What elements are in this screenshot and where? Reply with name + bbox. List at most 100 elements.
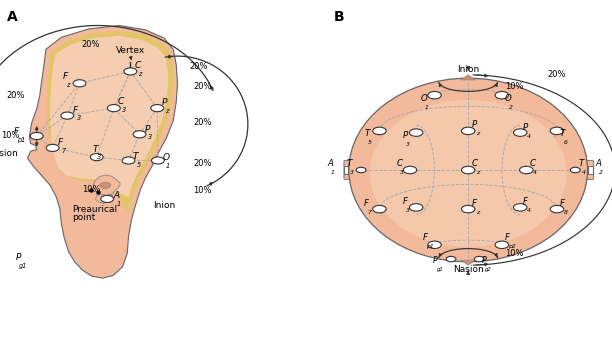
Text: F: F — [58, 138, 63, 147]
Text: P: P — [433, 256, 438, 265]
Text: z: z — [476, 209, 479, 215]
Text: 3: 3 — [406, 142, 410, 147]
Circle shape — [474, 256, 484, 262]
Text: Nasion: Nasion — [0, 149, 18, 158]
Text: 3: 3 — [350, 170, 354, 175]
Text: F: F — [62, 72, 67, 81]
Text: 4: 4 — [582, 170, 586, 175]
Circle shape — [151, 104, 163, 112]
Circle shape — [550, 205, 564, 213]
Text: 10%: 10% — [1, 132, 20, 140]
Polygon shape — [95, 194, 112, 203]
Text: F: F — [504, 233, 509, 242]
Text: p1: p1 — [426, 244, 434, 249]
Text: 2: 2 — [599, 170, 603, 175]
Text: 3: 3 — [76, 115, 81, 121]
Text: g2: g2 — [485, 267, 492, 272]
Text: C: C — [529, 159, 536, 168]
Text: F: F — [403, 197, 408, 206]
Text: z: z — [476, 131, 479, 136]
Polygon shape — [93, 175, 120, 195]
Circle shape — [108, 104, 120, 112]
Text: 20%: 20% — [81, 40, 100, 49]
Text: 6: 6 — [564, 140, 567, 145]
Circle shape — [495, 91, 509, 99]
Ellipse shape — [370, 100, 567, 247]
Text: 5: 5 — [368, 140, 371, 145]
Text: 20%: 20% — [190, 62, 208, 71]
Text: z: z — [476, 170, 479, 175]
Circle shape — [152, 157, 164, 164]
Text: 20%: 20% — [193, 159, 212, 168]
Text: F: F — [523, 197, 528, 206]
Polygon shape — [50, 36, 168, 197]
Text: B: B — [334, 10, 344, 24]
Text: 10%: 10% — [193, 186, 212, 195]
Circle shape — [409, 204, 423, 211]
Text: A: A — [327, 159, 334, 168]
Circle shape — [409, 129, 423, 136]
Text: C: C — [472, 159, 478, 168]
Text: T: T — [578, 159, 584, 168]
Text: 3: 3 — [400, 170, 404, 175]
Text: 5: 5 — [136, 162, 141, 168]
Text: Nasion: Nasion — [453, 265, 483, 274]
Text: 7: 7 — [62, 148, 66, 154]
Text: T: T — [133, 152, 138, 161]
Circle shape — [124, 68, 136, 75]
Text: 20%: 20% — [193, 82, 212, 91]
Text: F: F — [422, 233, 427, 242]
Text: z: z — [138, 71, 142, 77]
Polygon shape — [461, 75, 476, 80]
Text: P: P — [403, 131, 408, 140]
Text: T: T — [93, 145, 99, 154]
Text: C: C — [118, 98, 124, 106]
Circle shape — [90, 154, 103, 160]
Circle shape — [446, 256, 456, 262]
Circle shape — [428, 241, 441, 249]
Text: F: F — [73, 106, 78, 115]
Text: 3: 3 — [406, 207, 410, 212]
Text: z: z — [66, 82, 70, 88]
Text: 1: 1 — [117, 201, 121, 207]
Text: P: P — [482, 256, 487, 265]
Text: P: P — [144, 125, 150, 134]
Text: g1: g1 — [19, 262, 27, 269]
Text: 1: 1 — [166, 163, 170, 169]
Text: A: A — [113, 191, 119, 200]
Text: C: C — [397, 159, 403, 168]
Text: 10%: 10% — [505, 82, 523, 91]
Text: 3: 3 — [148, 134, 152, 140]
Text: 3: 3 — [97, 154, 101, 160]
Text: P: P — [472, 120, 477, 129]
Text: Vertex: Vertex — [116, 46, 145, 55]
Circle shape — [570, 167, 580, 173]
FancyBboxPatch shape — [583, 160, 594, 180]
Text: 3: 3 — [122, 107, 126, 113]
Text: z: z — [165, 108, 169, 114]
Circle shape — [373, 205, 386, 213]
Text: C: C — [135, 61, 141, 70]
Circle shape — [461, 166, 475, 174]
Text: O: O — [421, 95, 428, 103]
Polygon shape — [28, 26, 177, 278]
Text: Inion: Inion — [153, 201, 175, 209]
Text: P: P — [523, 123, 529, 132]
Circle shape — [356, 167, 366, 173]
Text: T: T — [364, 130, 370, 138]
Text: Preaurical: Preaurical — [72, 205, 118, 214]
Text: F: F — [364, 199, 369, 208]
Circle shape — [122, 157, 135, 164]
Text: A: A — [7, 10, 18, 24]
Text: 2: 2 — [509, 105, 512, 110]
Circle shape — [46, 144, 59, 152]
Polygon shape — [47, 31, 173, 214]
Text: T: T — [560, 130, 565, 138]
Text: 7: 7 — [368, 209, 371, 215]
FancyBboxPatch shape — [344, 160, 355, 180]
Circle shape — [403, 166, 417, 174]
Text: P: P — [162, 99, 167, 107]
Text: T: T — [346, 159, 352, 168]
Ellipse shape — [349, 78, 588, 262]
Text: 4: 4 — [527, 208, 531, 213]
